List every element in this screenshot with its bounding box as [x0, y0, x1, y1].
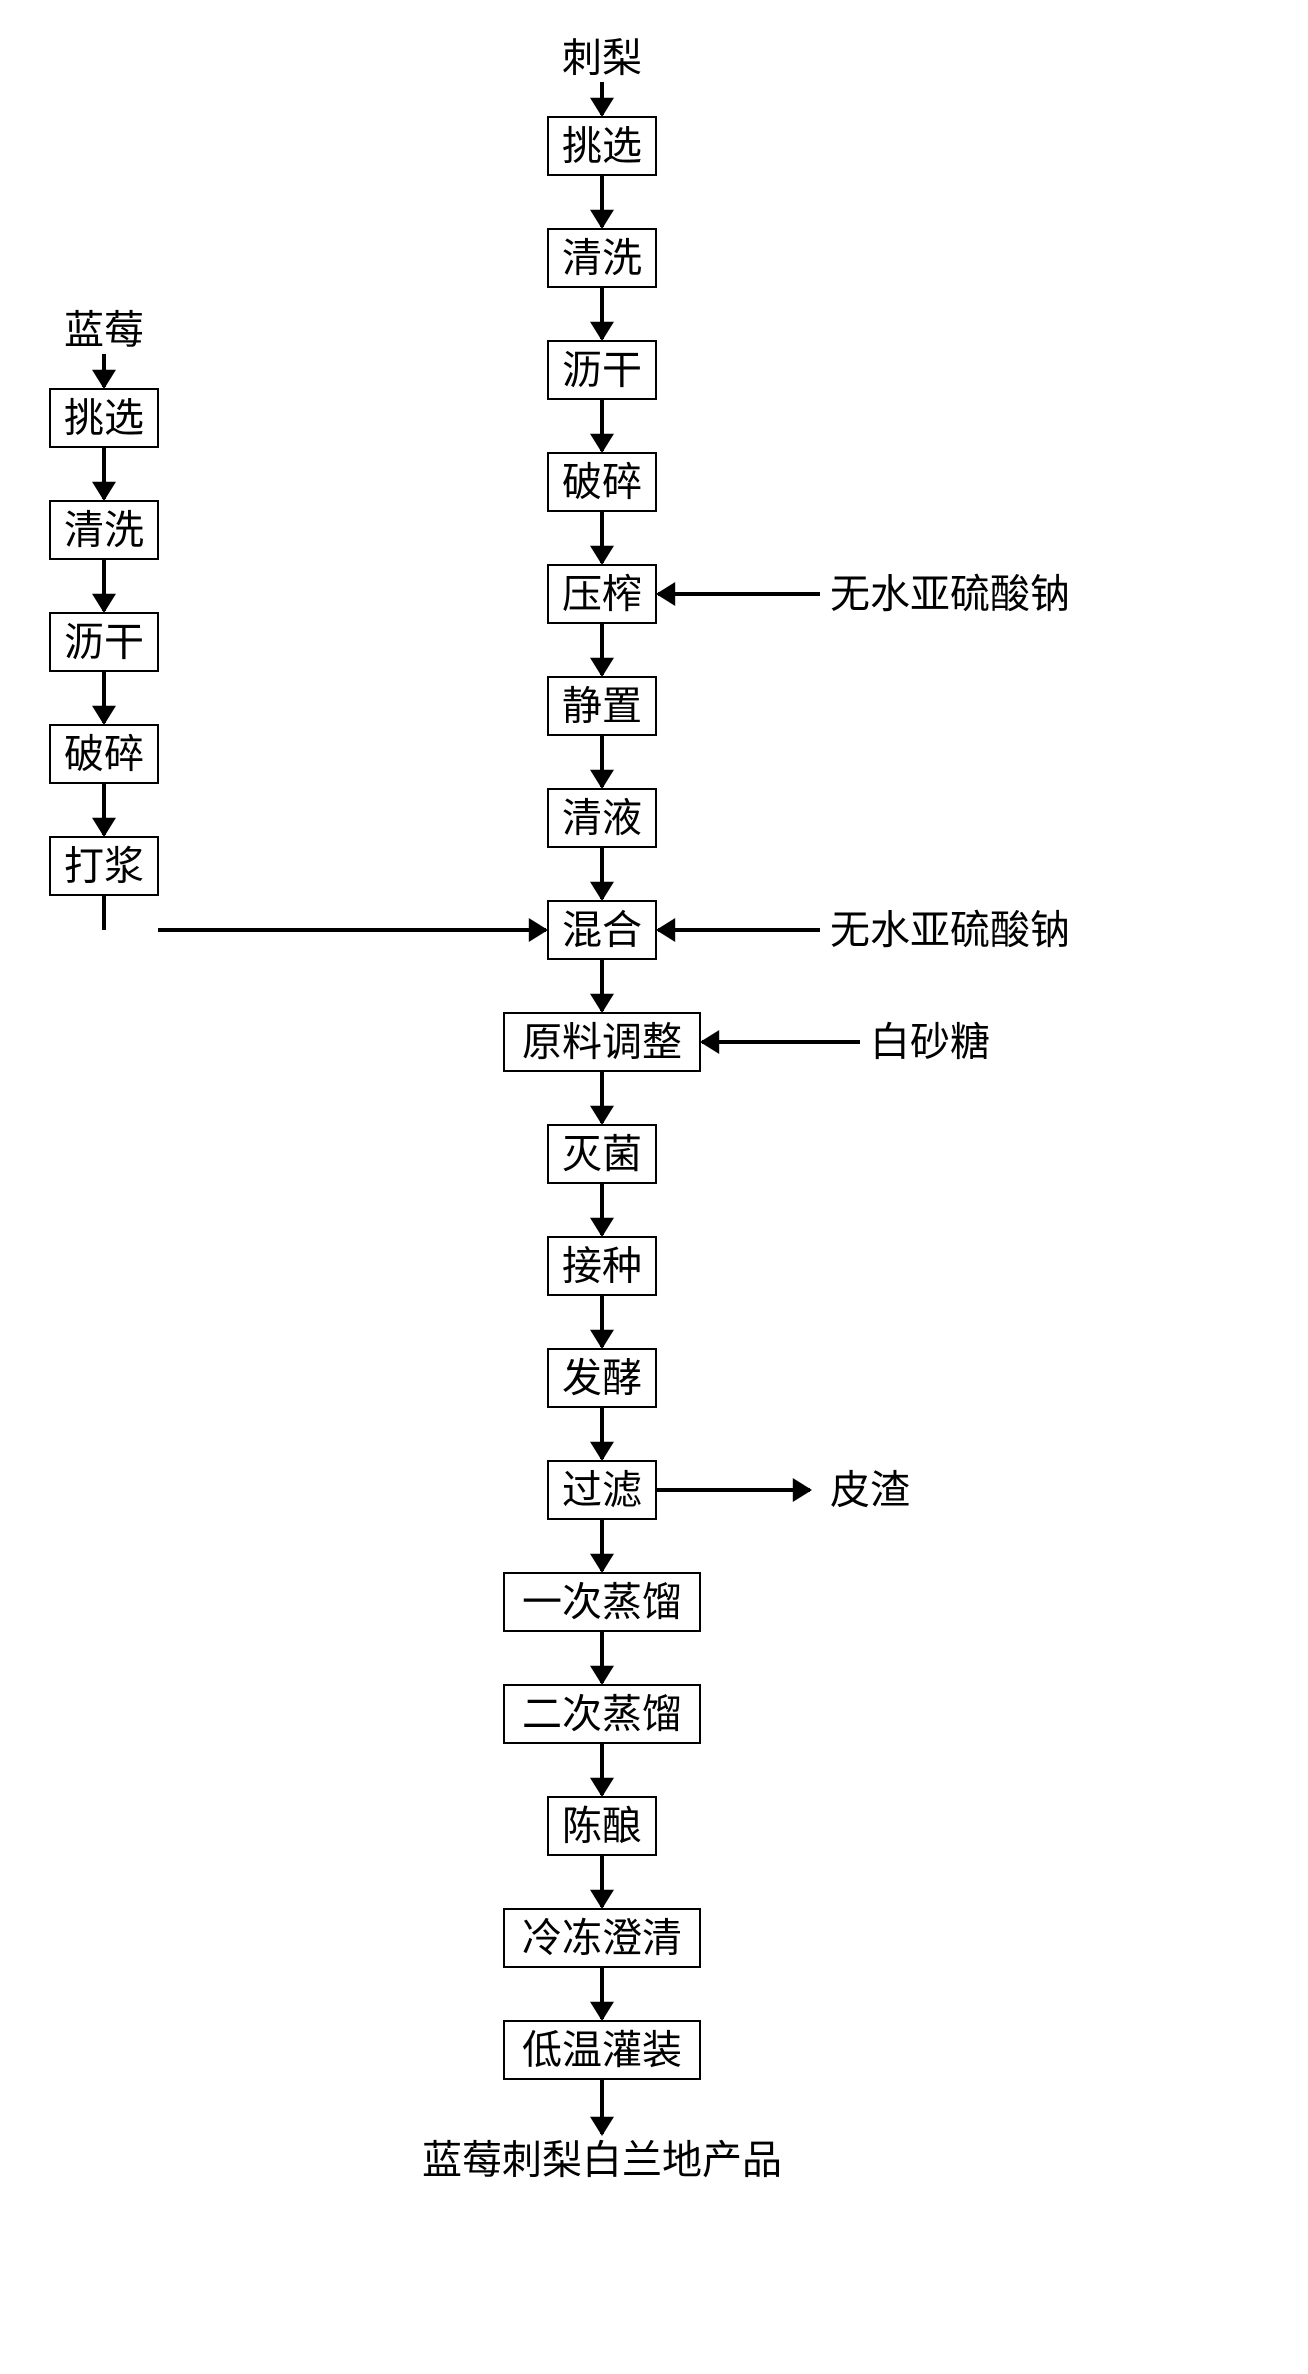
- arrowhead: [590, 2002, 614, 2021]
- process-label: 接种: [562, 1244, 642, 1289]
- text-label: 蓝莓刺梨白兰地产品: [422, 2138, 782, 2183]
- process-label: 陈酿: [562, 1804, 642, 1849]
- arrowhead: [590, 210, 614, 229]
- flowchart-diagram: 刺梨挑选清洗沥干破碎压榨静置清液混合原料调整灭菌接种发酵过滤一次蒸馏二次蒸馏陈酿…: [0, 0, 1308, 2374]
- process-label: 二次蒸馏: [522, 1692, 682, 1737]
- process-label: 一次蒸馏: [522, 1580, 682, 1625]
- arrowhead: [529, 918, 548, 942]
- arrowhead: [92, 482, 116, 501]
- arrowhead: [590, 2117, 614, 2136]
- process-label: 混合: [562, 908, 642, 953]
- process-label: 发酵: [562, 1356, 642, 1401]
- arrowhead: [590, 322, 614, 341]
- arrowhead: [590, 994, 614, 1013]
- process-label: 静置: [562, 684, 642, 729]
- arrowhead: [656, 918, 675, 942]
- text-label: 皮渣: [830, 1468, 910, 1513]
- arrowhead: [590, 1666, 614, 1685]
- arrowhead: [92, 370, 116, 389]
- arrowhead: [92, 594, 116, 613]
- arrowhead: [590, 98, 614, 117]
- process-label: 挑选: [64, 396, 144, 441]
- text-label: 无水亚硫酸钠: [830, 908, 1070, 953]
- arrowhead: [656, 582, 675, 606]
- arrowhead: [590, 434, 614, 453]
- process-label: 清液: [562, 796, 642, 841]
- arrowhead: [590, 770, 614, 789]
- arrowhead: [700, 1030, 719, 1054]
- arrowhead: [92, 706, 116, 725]
- process-label: 原料调整: [522, 1020, 682, 1065]
- process-label: 压榨: [562, 572, 642, 617]
- arrowhead: [590, 1554, 614, 1573]
- process-label: 灭菌: [562, 1132, 642, 1177]
- arrowhead: [92, 818, 116, 837]
- arrowhead: [590, 1778, 614, 1797]
- process-label: 沥干: [64, 620, 144, 665]
- arrowhead: [590, 1890, 614, 1909]
- process-label: 清洗: [562, 236, 642, 281]
- process-label: 挑选: [562, 124, 642, 169]
- arrowhead: [793, 1478, 812, 1502]
- text-label: 无水亚硫酸钠: [830, 572, 1070, 617]
- process-label: 低温灌装: [522, 2028, 682, 2073]
- process-label: 破碎: [562, 460, 642, 505]
- arrowhead: [590, 546, 614, 565]
- process-label: 破碎: [64, 732, 144, 777]
- text-label: 蓝莓: [64, 308, 144, 353]
- process-label: 沥干: [562, 348, 642, 393]
- arrowhead: [590, 1442, 614, 1461]
- arrowhead: [590, 1218, 614, 1237]
- process-label: 清洗: [64, 508, 144, 553]
- process-label: 过滤: [562, 1468, 642, 1513]
- arrowhead: [590, 658, 614, 677]
- text-label: 白砂糖: [870, 1020, 990, 1065]
- arrowhead: [590, 1330, 614, 1349]
- process-label: 冷冻澄清: [522, 1916, 682, 1961]
- process-label: 打浆: [64, 844, 144, 889]
- arrowhead: [590, 882, 614, 901]
- arrowhead: [590, 1106, 614, 1125]
- text-label: 刺梨: [562, 36, 642, 81]
